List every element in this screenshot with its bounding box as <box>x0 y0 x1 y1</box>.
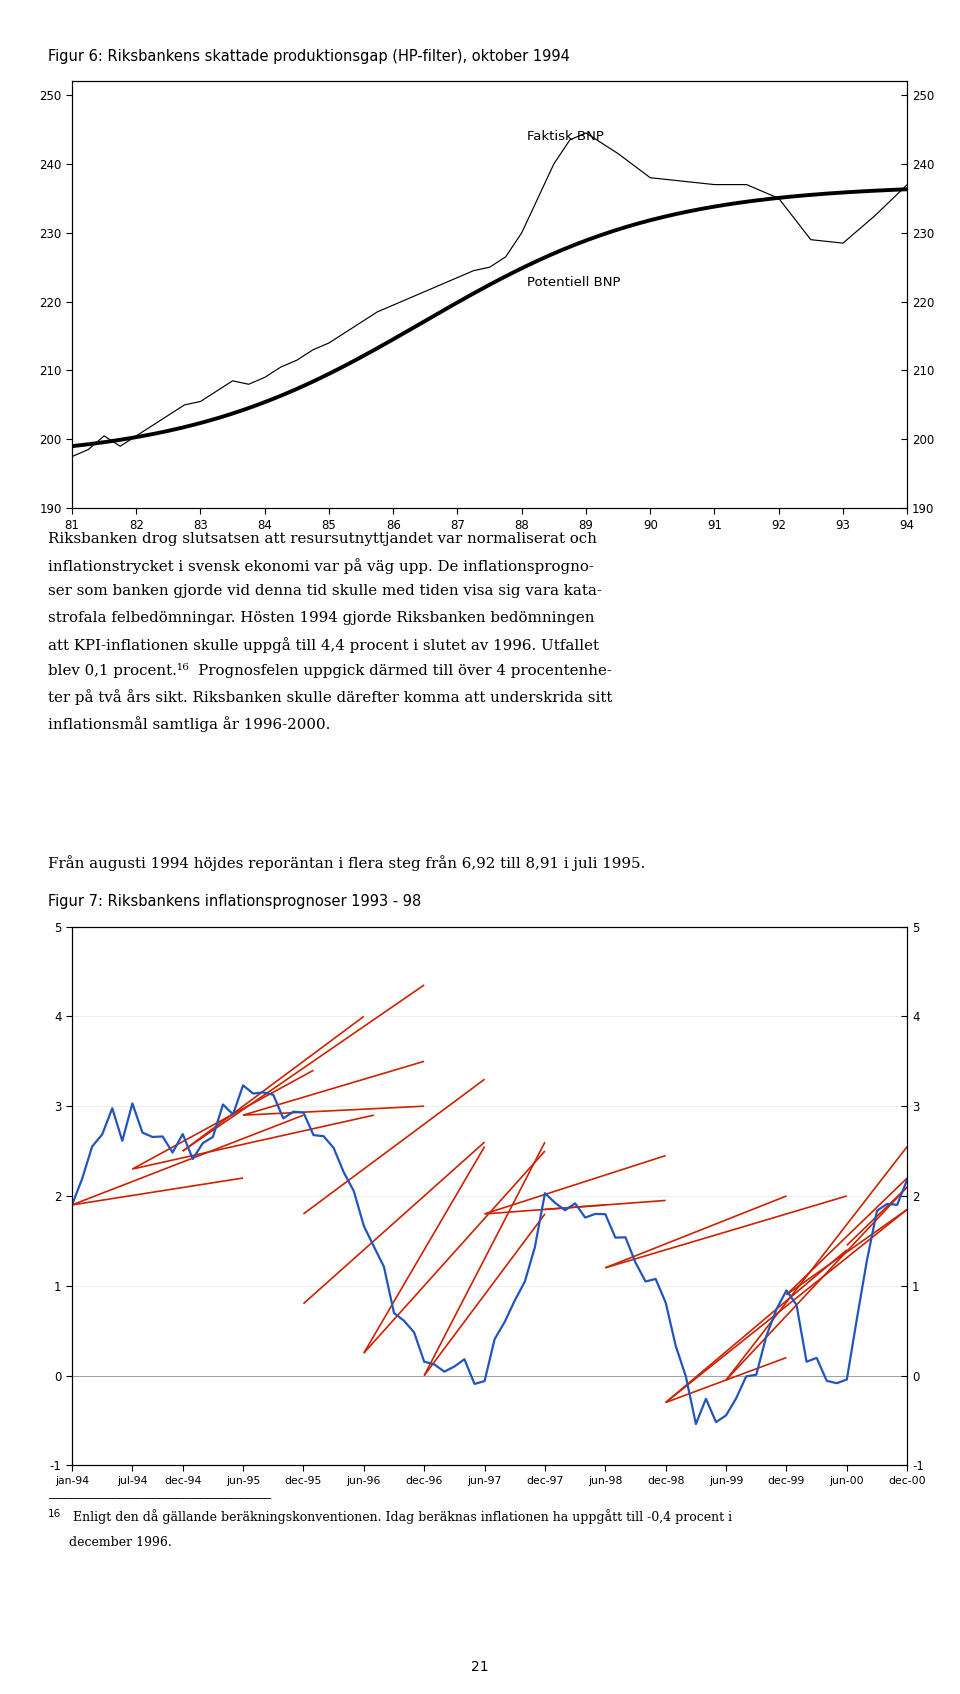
Text: ter på två års sikt. Riksbanken skulle därefter komma att underskrida sitt: ter på två års sikt. Riksbanken skulle d… <box>48 689 612 705</box>
Text: Riksbanken drog slutsatsen att resursutnyttjandet var normaliserat och: Riksbanken drog slutsatsen att resursutn… <box>48 532 597 545</box>
Text: strofala felbedömningar. Hösten 1994 gjorde Riksbanken bedömningen: strofala felbedömningar. Hösten 1994 gjo… <box>48 610 594 625</box>
Text: Från augusti 1994 höjdes reporäntan i flera steg från 6,92 till 8,91 i juli 1995: Från augusti 1994 höjdes reporäntan i fl… <box>48 855 645 871</box>
Text: ser som banken gjorde vid denna tid skulle med tiden visa sig vara kata-: ser som banken gjorde vid denna tid skul… <box>48 584 602 598</box>
Text: december 1996.: december 1996. <box>69 1536 172 1550</box>
Text: 21: 21 <box>471 1660 489 1674</box>
Text: Potentiell BNP: Potentiell BNP <box>527 276 621 288</box>
Text: inflationstrycket i svensk ekonomi var på väg upp. De inflationsprogno-: inflationstrycket i svensk ekonomi var p… <box>48 557 594 574</box>
Text: att KPI-inflationen skulle uppgå till 4,4 procent i slutet av 1996. Utfallet: att KPI-inflationen skulle uppgå till 4,… <box>48 637 599 652</box>
Text: ──────────────────────────────────────: ────────────────────────────────────── <box>48 1494 272 1504</box>
Text: blev 0,1 procent.¹⁶  Prognosfelen uppgick därmed till över 4 procentenhe-: blev 0,1 procent.¹⁶ Prognosfelen uppgick… <box>48 662 612 678</box>
Text: Figur 6: Riksbankens skattade produktionsgap (HP-filter), oktober 1994: Figur 6: Riksbankens skattade produktion… <box>48 49 570 64</box>
Text: Figur 7: Riksbankens inflationsprognoser 1993 - 98: Figur 7: Riksbankens inflationsprognoser… <box>48 894 421 910</box>
Text: inflationsmål samtliga år 1996-2000.: inflationsmål samtliga år 1996-2000. <box>48 715 330 732</box>
Text: Enligt den då gällande beräkningskonventionen. Idag beräknas inflationen ha uppg: Enligt den då gällande beräkningskonvent… <box>69 1509 732 1525</box>
Text: Faktisk BNP: Faktisk BNP <box>527 130 604 144</box>
Text: 16: 16 <box>48 1509 61 1520</box>
